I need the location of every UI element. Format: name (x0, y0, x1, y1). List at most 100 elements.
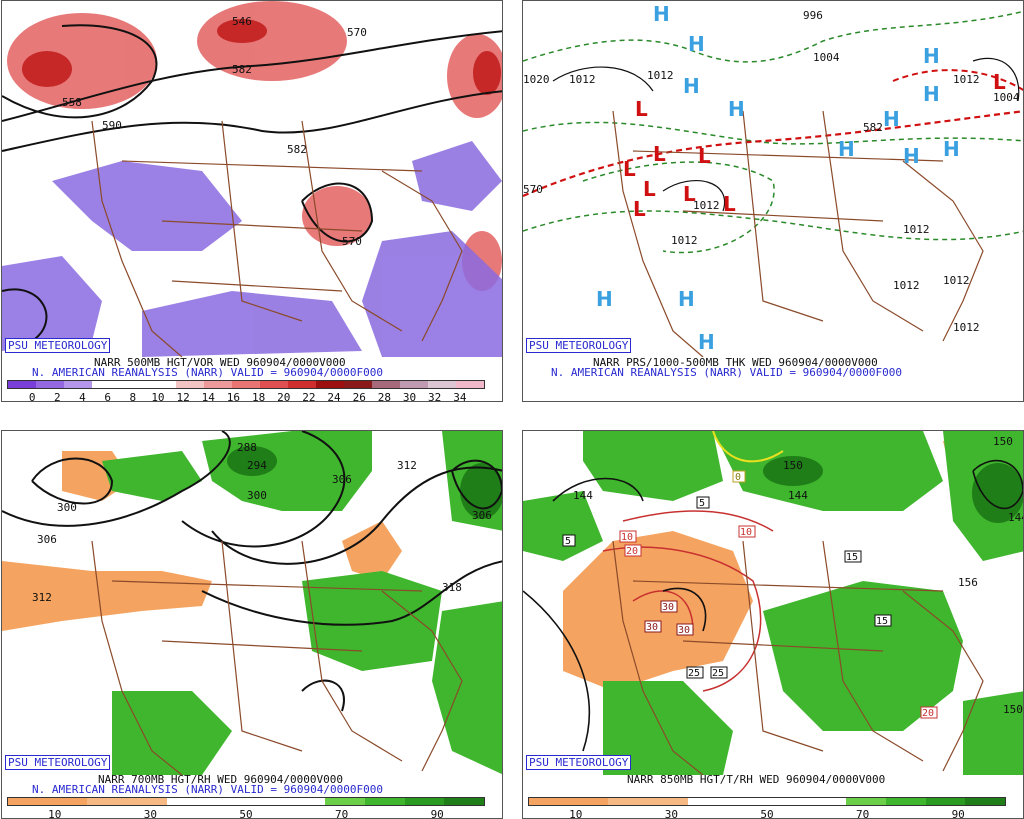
colorbar-swatch (372, 381, 400, 388)
height-contours (523, 459, 1023, 752)
map-title: NARR 700MB HGT/RH WED 960904/0000V000 (98, 773, 344, 786)
temperature-labels: 5 5 0 10 10 20 20 15 15 25 25 30 30 30 (562, 470, 938, 719)
svg-text:558: 558 (62, 96, 82, 109)
colorbar-tick-label: 16 (226, 391, 241, 402)
colorbar-tick-label: 70 (855, 808, 870, 819)
svg-text:1004: 1004 (993, 91, 1020, 104)
valid-time-label: N. AMERICAN REANALYSIS (NARR) VALID = 96… (32, 366, 383, 379)
svg-text:1012: 1012 (953, 321, 980, 334)
svg-text:300: 300 (57, 501, 77, 514)
colorbar-swatch (288, 381, 316, 388)
svg-text:5: 5 (565, 536, 571, 547)
contour-values: 300 306 312 288 294 300 306 312 318 306 (32, 441, 492, 604)
colorbar-swatch (206, 798, 247, 805)
isobars (552, 57, 1020, 212)
svg-text:1004: 1004 (813, 51, 840, 64)
colorbar-swatch (428, 381, 456, 388)
low-pressure-marker: L (643, 177, 656, 201)
svg-text:582: 582 (863, 121, 883, 134)
colorbar-swatch (285, 798, 326, 805)
colorbar-tick-label: 50 (760, 808, 774, 819)
colorbar-swatch (36, 381, 64, 388)
colorbar-swatch (176, 381, 204, 388)
colorbar-swatch (148, 381, 176, 388)
political-boundaries (612, 540, 984, 775)
zero-degree-isotherm (712, 431, 784, 463)
political-boundaries (91, 120, 463, 357)
colorbar-swatch (444, 798, 485, 805)
high-pressure-marker: H (683, 74, 700, 98)
colorbar-tick-label: 30 (664, 808, 679, 819)
svg-text:306: 306 (332, 473, 352, 486)
rh-colorbar-ticks: 10 30 50 70 90 (7, 808, 485, 818)
colorbar-swatch (344, 381, 372, 388)
panel-850mb-temp-rh: 144 150 156 144 150 144 150 5 5 0 10 10 … (522, 430, 1024, 819)
colorbar-swatch (400, 381, 428, 388)
colorbar-tick-label: 6 (104, 391, 111, 402)
credit-label: PSU METEOROLOGY (5, 755, 111, 770)
high-pressure-marker: H (596, 287, 613, 311)
colorbar-tick-label: 24 (327, 391, 341, 402)
colorbar-swatch (886, 798, 926, 805)
svg-text:288: 288 (237, 441, 257, 454)
svg-text:1012: 1012 (943, 274, 970, 287)
colorbar-swatch (120, 381, 148, 388)
map-pressure: H H H H H H H H H H H H H L L L L L L L … (523, 1, 1023, 357)
colorbar-swatch (232, 381, 260, 388)
colorbar-tick-label: 10 (151, 391, 165, 402)
svg-text:582: 582 (287, 143, 307, 156)
svg-text:312: 312 (397, 459, 417, 472)
low-pressure-marker: L (993, 70, 1006, 94)
svg-text:10: 10 (621, 532, 633, 543)
svg-text:546: 546 (232, 15, 252, 28)
colorbar-tick-label: 30 (402, 391, 417, 402)
low-pressure-marker: L (653, 142, 666, 166)
colorbar-tick-label: 10 (569, 808, 583, 819)
political-boundaries (612, 110, 984, 357)
svg-text:590: 590 (102, 119, 122, 132)
colorbar-tick-label: 22 (302, 391, 316, 402)
colorbar-swatch (568, 798, 609, 805)
rh-colorbar (7, 797, 485, 806)
svg-text:312: 312 (32, 591, 52, 604)
colorbar-tick-label: 32 (428, 391, 442, 402)
colorbar-swatch (965, 798, 1006, 805)
colorbar-tick-label: 14 (201, 391, 215, 402)
svg-text:1012: 1012 (647, 69, 674, 82)
svg-text:0: 0 (735, 472, 741, 483)
panel-700mb-rh: 300 306 312 288 294 300 306 312 318 306 … (1, 430, 503, 819)
colorbar-tick-label: 34 (453, 391, 467, 402)
valid-time-label: N. AMERICAN REANALYSIS (NARR) VALID = 96… (32, 783, 383, 796)
svg-text:30: 30 (646, 622, 658, 633)
svg-text:570: 570 (342, 235, 362, 248)
colorbar-swatch (648, 798, 688, 805)
colorbar-swatch (260, 381, 288, 388)
svg-text:1020: 1020 (523, 73, 550, 86)
svg-text:144: 144 (788, 489, 808, 502)
svg-text:294: 294 (247, 459, 267, 472)
colorbar-tick-label: 18 (251, 391, 266, 402)
political-boundaries (91, 540, 463, 775)
high-pressure-marker: H (923, 44, 940, 68)
high-pressure-marker: H (653, 2, 670, 26)
svg-text:150: 150 (1003, 703, 1023, 716)
valid-time-label: N. AMERICAN REANALYSIS (NARR) VALID = 96… (551, 366, 902, 379)
height-contours (2, 431, 502, 712)
svg-text:306: 306 (472, 509, 492, 522)
high-pressure-marker: H (923, 82, 940, 106)
strong-vorticity-cores (22, 19, 501, 95)
colorbar-tick-label: 26 (352, 391, 366, 402)
svg-text:15: 15 (846, 552, 858, 563)
svg-text:1012: 1012 (569, 73, 596, 86)
svg-text:144: 144 (1008, 511, 1024, 524)
map-500mb: 546 558 570 582 590 582 570 (2, 1, 502, 357)
svg-text:150: 150 (993, 435, 1013, 448)
colorbar-tick-label: 20 (277, 391, 291, 402)
svg-text:570: 570 (523, 183, 543, 196)
svg-text:306: 306 (37, 533, 57, 546)
map-title: NARR 500MB HGT/VOR WED 960904/0000V000 (94, 356, 346, 369)
svg-text:300: 300 (247, 489, 267, 502)
svg-text:10: 10 (740, 527, 752, 538)
svg-text:1012: 1012 (671, 234, 698, 247)
colorbar-swatch (404, 798, 445, 805)
